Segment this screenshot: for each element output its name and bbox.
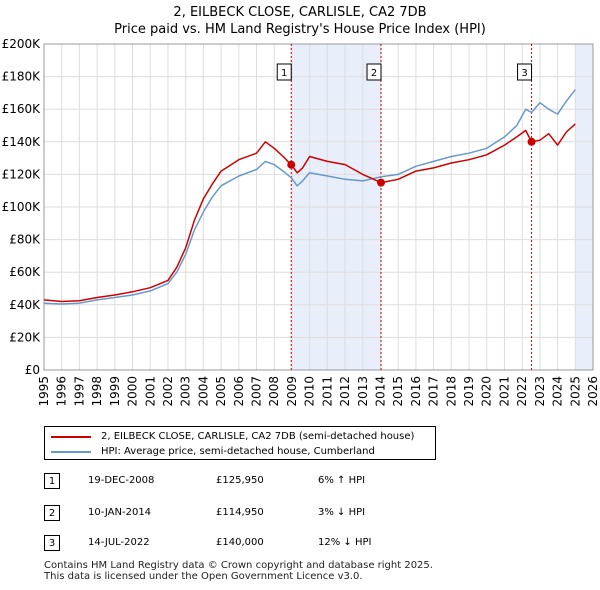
sale-point-2 (377, 178, 386, 187)
x-tick-label: 1996 (55, 376, 69, 407)
y-tick-label: £60K (9, 265, 41, 279)
legend-swatch-property (51, 436, 91, 438)
x-tick-label: 2011 (320, 376, 334, 407)
chart: £0 £20K £40K £60K £80K £100K £120K £140K £160K £1… (2, 37, 600, 407)
y-tick-label: £120K (2, 167, 42, 181)
y-tick-label: £20K (9, 330, 41, 344)
sale-price: £140,000 (216, 537, 264, 548)
sale-label-3: 3 (521, 68, 527, 79)
y-tick-label: £0 (25, 363, 40, 377)
footer: Contains HM Land Registry data © Crown c… (44, 560, 433, 582)
x-tick-label: 2026 (586, 376, 600, 407)
y-tick-label: £40K (9, 298, 41, 312)
title-line-1: 2, EILBECK CLOSE, CARLISLE, CA2 7DB (173, 5, 427, 20)
grid (43, 43, 594, 371)
x-tick-label: 2013 (356, 376, 370, 407)
sale-label-2: 2 (371, 68, 377, 79)
x-tick-label: 2010 (303, 376, 317, 407)
sale-hpi: 3% ↓ HPI (318, 507, 366, 518)
property-price-line (43, 123, 576, 303)
y-tick-label: £160K (2, 102, 42, 116)
x-tick-label: 2006 (232, 376, 246, 407)
legend-label-property: 2, EILBECK CLOSE, CARLISLE, CA2 7DB (sem… (101, 431, 415, 442)
hpi-line (43, 89, 576, 305)
sale-date: 14-JUL-2022 (88, 537, 150, 548)
sale-markers: 1 2 3 (276, 63, 536, 187)
x-axis: 1995 1996 1997 1998 1999 2000 2001 2002 2003 2004… (37, 376, 600, 407)
x-tick-label: 2022 (515, 376, 529, 407)
x-tick-label: 2014 (373, 376, 387, 407)
x-tick-label: 2017 (427, 376, 441, 407)
x-tick-label: 1995 (37, 376, 51, 407)
sale-point-1 (287, 160, 296, 169)
footer-line-2: This data is licensed under the Open Gov… (44, 571, 363, 582)
x-tick-label: 2015 (391, 376, 405, 407)
x-tick-label: 2005 (214, 376, 228, 407)
sale-number: 1 (44, 473, 60, 489)
sale-date: 19-DEC-2008 (88, 475, 155, 486)
x-tick-label: 2021 (497, 376, 511, 407)
title-line-2: Price paid vs. HM Land Registry's House … (114, 22, 486, 37)
y-axis: £0 £20K £40K £60K £80K £100K £120K £140K £160K £1… (2, 37, 42, 377)
x-tick-label: 2008 (267, 376, 281, 407)
legend-swatch-hpi (51, 451, 91, 453)
x-tick-label: 2023 (533, 376, 547, 407)
sale-hpi: 6% ↑ HPI (318, 475, 366, 486)
chart-title: 2, EILBECK CLOSE, CARLISLE, CA2 7DB Pric… (0, 4, 600, 38)
x-tick-label: 2019 (462, 376, 476, 407)
y-tick-label: £80K (9, 233, 41, 247)
x-tick-label: 2020 (480, 376, 494, 407)
sale-price: £125,950 (216, 475, 264, 486)
y-tick-label: £140K (2, 135, 42, 149)
footer-line-1: Contains HM Land Registry data © Crown c… (44, 560, 433, 571)
x-tick-label: 2002 (161, 376, 175, 407)
sale-hpi: 12% ↓ HPI (318, 537, 372, 548)
sale-date: 10-JAN-2014 (88, 507, 152, 518)
sale-number: 3 (44, 535, 60, 551)
x-tick-label: 2004 (196, 376, 210, 407)
legend: 2, EILBECK CLOSE, CARLISLE, CA2 7DB (sem… (44, 426, 436, 460)
x-tick-label: 2025 (568, 376, 582, 407)
series (43, 89, 576, 305)
sale-label-box-3 (517, 63, 533, 81)
x-tick-label: 2012 (338, 376, 352, 407)
x-tick-label: 2007 (250, 376, 264, 407)
legend-label-hpi: HPI: Average price, semi-detached house,… (101, 446, 375, 457)
x-tick-label: 2016 (409, 376, 423, 407)
sale-label-box-2 (366, 63, 382, 81)
x-tick-label: 2009 (285, 376, 299, 407)
sale-point-3 (527, 137, 536, 146)
x-tick-label: 1997 (72, 376, 86, 407)
y-tick-label: £100K (2, 200, 42, 214)
x-tick-label: 1998 (90, 376, 104, 407)
x-tick-label: 2003 (179, 376, 193, 407)
sale-label-box-1 (276, 63, 292, 81)
y-tick-label: £200K (2, 37, 42, 51)
x-tick-label: 2001 (143, 376, 157, 407)
sale-label-1: 1 (281, 68, 287, 79)
plot-frame (43, 43, 594, 371)
x-tick-label: 1999 (108, 376, 122, 407)
sale-number: 2 (44, 505, 60, 521)
x-tick-label: 2024 (551, 376, 565, 407)
x-tick-label: 2018 (444, 376, 458, 407)
sale-price: £114,950 (216, 507, 264, 518)
x-tick-label: 2000 (126, 376, 140, 407)
y-tick-label: £180K (2, 70, 42, 84)
